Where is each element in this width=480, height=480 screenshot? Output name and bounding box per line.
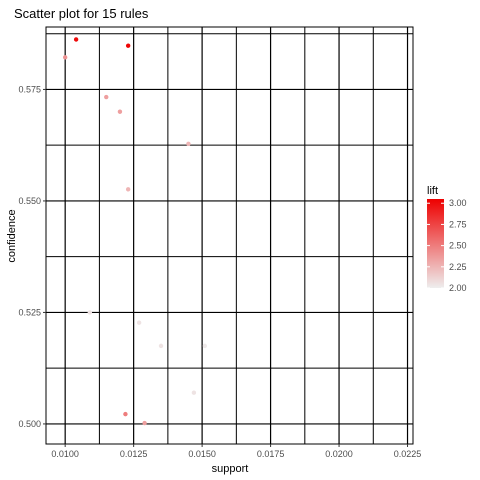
y-tick-label: 0.500 bbox=[18, 419, 41, 429]
legend-tick-label: 2.25 bbox=[449, 262, 467, 272]
data-point bbox=[191, 390, 197, 395]
grid-lines bbox=[46, 27, 413, 444]
x-tick-label: 0.0225 bbox=[394, 449, 422, 459]
x-tick-label: 0.0125 bbox=[120, 449, 148, 459]
legend-tick-label: 3.00 bbox=[449, 198, 467, 208]
data-point bbox=[104, 94, 109, 100]
x-tick-label: 0.0100 bbox=[51, 449, 79, 459]
data-point bbox=[202, 343, 208, 349]
data-point bbox=[123, 411, 128, 417]
x-tick-label: 0.0200 bbox=[325, 449, 353, 459]
data-point bbox=[158, 343, 164, 349]
legend-tick-label: 2.50 bbox=[449, 241, 467, 251]
y-tick-label: 0.525 bbox=[18, 307, 41, 317]
data-point bbox=[136, 320, 142, 325]
data-point bbox=[117, 109, 123, 114]
y-axis-title: confidence bbox=[6, 209, 18, 262]
legend-tick-label: 2.75 bbox=[449, 219, 467, 229]
data-point bbox=[87, 310, 93, 315]
data-point bbox=[62, 55, 68, 60]
plot-area bbox=[45, 26, 414, 445]
points bbox=[62, 37, 208, 426]
x-tick-label: 0.0175 bbox=[257, 449, 285, 459]
y-tick-label: 0.550 bbox=[18, 196, 41, 206]
chart-title: Scatter plot for 15 rules bbox=[14, 6, 149, 21]
data-point bbox=[125, 187, 131, 192]
color-legend: lift 2.00 2.25 2.50 2.75 3.00 bbox=[427, 185, 467, 293]
data-point bbox=[142, 420, 147, 426]
legend-title: lift bbox=[427, 185, 438, 197]
data-point bbox=[186, 141, 191, 147]
y-tick-label: 0.575 bbox=[18, 84, 41, 94]
x-axis: 0.0100 0.0125 0.0150 0.0175 0.0200 0.0225 bbox=[51, 444, 421, 459]
x-tick-label: 0.0150 bbox=[188, 449, 216, 459]
legend-tick-label: 2.00 bbox=[449, 283, 467, 293]
y-axis: 0.500 0.525 0.550 0.575 bbox=[18, 84, 46, 429]
data-point bbox=[125, 43, 131, 48]
data-point bbox=[73, 37, 79, 42]
legend-colorbar bbox=[427, 199, 444, 288]
x-axis-title: support bbox=[212, 463, 249, 475]
legend-ticks: 2.00 2.25 2.50 2.75 3.00 bbox=[427, 198, 467, 293]
